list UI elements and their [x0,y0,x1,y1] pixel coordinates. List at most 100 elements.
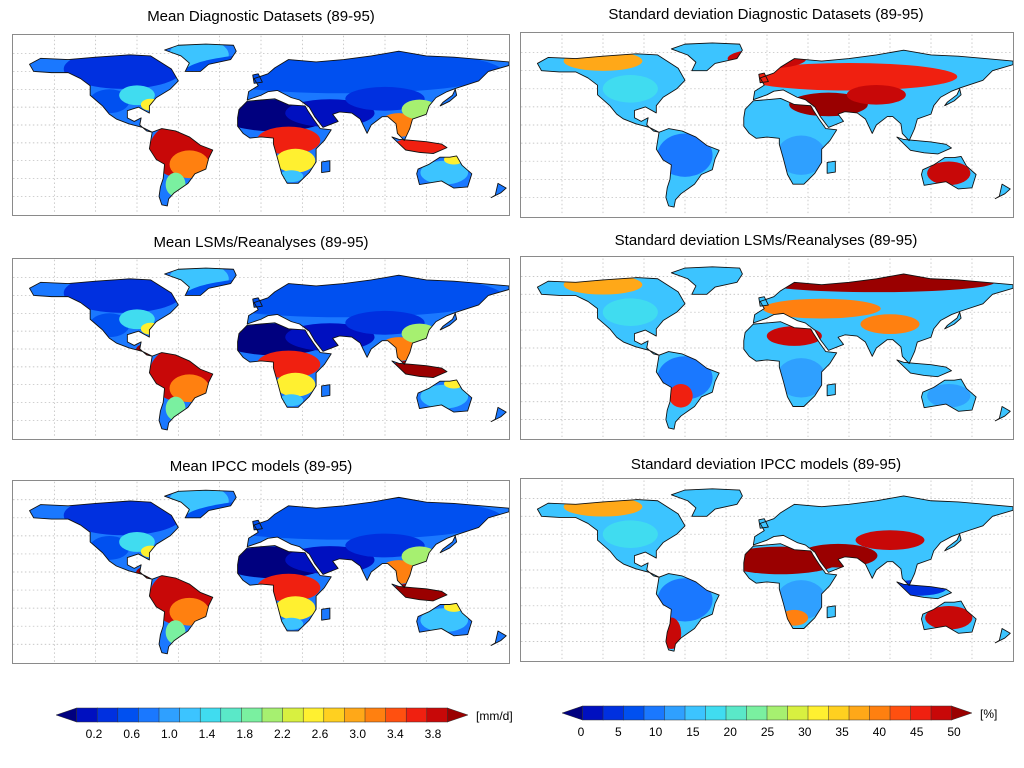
colorbar-sd: 0 5 10 15 20 25 30 35 40 45 50 [%] [561,704,1012,750]
map-field-patch [275,148,316,173]
map-field-patch [165,172,186,197]
panel-title: Standard deviation IPCC models (89-95) [630,456,902,473]
colorbar-segment [910,705,932,721]
colorbar-segment [787,705,809,721]
map-field-patch [279,170,304,183]
colorbar-segment [364,707,387,723]
colorbar-segment [405,707,428,723]
map-mean-ipcc [12,480,510,664]
panel-mean-ipcc: Mean IPCC models (89-95) [12,458,510,664]
map-canvas [521,258,1013,438]
map-field-patch [860,314,920,334]
map-field-patch [766,326,822,346]
colorbar-segment [55,707,77,723]
colorbar-tick-label: 1.0 [161,727,178,741]
map-field-patch [279,617,304,630]
panel-mean-lsm: Mean LSMs/Reanalyses (89-95) [12,234,510,440]
colorbar-tick-label: 50 [947,725,961,739]
colorbar-segment [96,707,119,723]
colorbar-segment [807,705,830,721]
map-field-patch [169,597,210,626]
colorbar-segment [684,705,707,721]
colorbar-segment [138,707,160,723]
colorbar-mean: 0.2 0.6 1.0 1.4 1.8 2.2 2.6 3.0 3.4 3.8 [mm/d] [55,706,526,752]
colorbar-segment [344,707,366,723]
map-field-patch [740,62,958,91]
colorbar-segment [220,707,242,723]
colorbar-segment [766,705,789,721]
panel-title: Standard deviation LSMs/Reanalyses (89-9… [614,232,918,249]
colorbar-segment [385,707,407,723]
colorbar-segment [261,707,284,723]
colorbar-tick-label: 35 [835,725,849,739]
map-coastlines [536,488,1013,652]
colorbar-segment [889,705,912,721]
map-field-patch [846,84,906,105]
colorbar-segment [447,707,469,723]
colorbar-segment [158,707,181,723]
map-field-patch [776,580,826,620]
map-field-patch [602,75,658,103]
colorbar-tick-label: 40 [873,725,887,739]
map-field-patch [762,298,881,319]
colorbar-segment [179,707,201,723]
map-coastlines [29,267,509,431]
colorbar-segment [705,705,727,721]
colorbar-segment [623,705,645,721]
colorbar-tick-label: 2.2 [274,727,291,741]
map-field-patch [420,608,469,633]
colorbar-unit-label: [%] [980,707,997,721]
map-field-patch [165,620,186,645]
map-field-patch [169,374,210,403]
map-canvas [13,259,509,439]
colorbar-segment [725,705,748,721]
map-field-patch [63,273,183,313]
colorbar-segment [869,705,891,721]
map-field-patch [925,605,973,630]
map-field-patch [661,617,682,650]
map-coastlines [536,266,1013,430]
colorbar-segment [302,707,325,723]
colorbar-segment [746,705,768,721]
colorbar-segment [848,705,871,721]
colorbar-mean-svg: 0.2 0.6 1.0 1.4 1.8 2.2 2.6 3.0 3.4 3.8 [mm/d] [55,707,513,741]
colorbar-tick-label: 5 [615,725,622,739]
map-field-patch [602,298,658,326]
colorbar-tick-label: 2.6 [312,727,329,741]
map-field-patch [780,609,809,626]
map-mean-lsm [12,258,510,440]
map-field-patch [855,530,925,550]
panel-title: Standard deviation Diagnostic Datasets (… [608,6,924,23]
map-field-patch [387,582,460,603]
colorbar-segment [199,707,222,723]
colorbar-tick-label: 3.8 [425,727,442,741]
map-field-patch [669,383,693,408]
map-field [29,44,509,206]
map-field-patch [776,135,826,175]
colorbar-segment [323,707,345,723]
panel-sd-ipcc: Standard deviation IPCC models (89-95) [518,456,1014,664]
map-field [29,490,509,654]
map-field-patch [63,49,183,89]
map-canvas [13,481,509,663]
map-field-patch [657,133,713,177]
colorbar-segment [643,705,666,721]
colorbar-tick-label: 10 [649,725,663,739]
map-field-patch [927,383,971,408]
colorbar-unit-label: [mm/d] [476,709,513,723]
map-field [537,42,1013,208]
map-field-patch [420,384,469,409]
colorbar-segment [664,705,686,721]
map-field [537,266,1013,430]
colorbar-tick-label: 0 [578,725,585,739]
panel-title: Mean LSMs/Reanalyses (89-95) [153,234,369,251]
colorbar-segment [602,705,625,721]
map-field-patch [789,92,868,117]
map-field-patch [279,394,304,407]
colorbar-tick-label: 25 [761,725,775,739]
map-field-patch [927,161,971,186]
map-field [537,488,1013,652]
map-field-patch [63,495,183,536]
map-field [29,268,509,430]
colorbar-segment [561,705,583,721]
